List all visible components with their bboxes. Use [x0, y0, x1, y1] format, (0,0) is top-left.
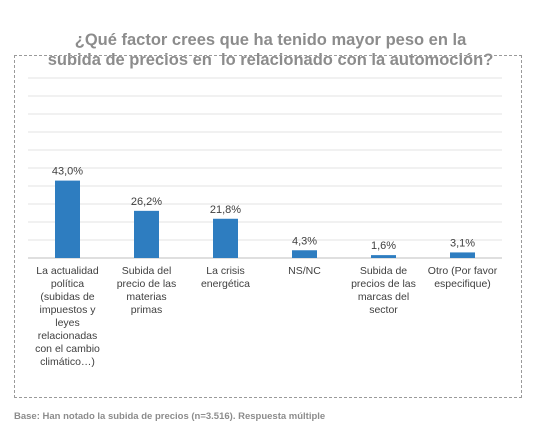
category-label-line: precios de las: [351, 278, 416, 290]
bar: [450, 252, 475, 258]
category-label: NS/NC: [288, 265, 321, 277]
value-label: 26,2%: [131, 196, 162, 208]
category-label-line: marcas del: [358, 291, 409, 303]
footnote: Base: Han notado la subida de precios (n…: [14, 411, 326, 422]
category-label-line: La crisis: [206, 265, 245, 277]
value-label: 4,3%: [292, 235, 317, 247]
category-label: Subida de precios de las marcas del sector: [351, 265, 416, 316]
category-label-line: sector: [369, 304, 398, 316]
bar: [55, 180, 80, 258]
chart-frame: [14, 55, 522, 398]
value-label: 21,8%: [210, 204, 241, 216]
bar: [213, 218, 238, 258]
category-label-line: primas: [131, 304, 163, 316]
bar: [371, 255, 396, 258]
category-label: Otro (Por favor especifique): [428, 265, 498, 290]
bar: [292, 250, 317, 258]
category-label-line: Otro (Por favor: [428, 265, 498, 277]
category-label-line: NS/NC: [288, 265, 321, 277]
category-label-line: climático…): [40, 356, 95, 368]
category-label: La crisis energética: [201, 265, 250, 290]
category-label-line: precio de las: [117, 278, 177, 290]
category-label-line: relacionadas: [38, 330, 98, 342]
category-label: Subida del precio de las materias primas: [117, 265, 177, 316]
category-label: La actualidad política (subidas de impuesto…: [35, 265, 100, 368]
bars: [55, 180, 475, 258]
gridlines: [28, 77, 502, 259]
category-label-line: impuestos y: [39, 304, 96, 316]
category-label-line: materias: [126, 291, 166, 303]
category-label-line: Subida del: [122, 265, 172, 277]
category-label-line: especifique): [434, 278, 491, 290]
category-label-line: energética: [201, 278, 250, 290]
value-label: 3,1%: [450, 237, 475, 249]
value-label: 43,0%: [52, 166, 83, 178]
category-labels: La actualidad política (subidas de impuesto…: [35, 265, 498, 368]
category-label-line: con el cambio: [35, 343, 100, 355]
category-label-line: La actualidad: [36, 265, 99, 277]
value-labels: 43,0% 26,2% 21,8% 4,3% 1,6% 3,1%: [52, 166, 475, 253]
value-label: 1,6%: [371, 240, 396, 252]
chart-title-line-1: ¿Qué factor crees que ha tenido mayor pe…: [74, 31, 467, 49]
bar: [134, 210, 159, 258]
category-label-line: política: [51, 278, 84, 290]
category-label-line: Subida de: [360, 265, 407, 277]
category-label-line: leyes: [55, 317, 80, 329]
category-label-line: (subidas de: [40, 291, 94, 303]
